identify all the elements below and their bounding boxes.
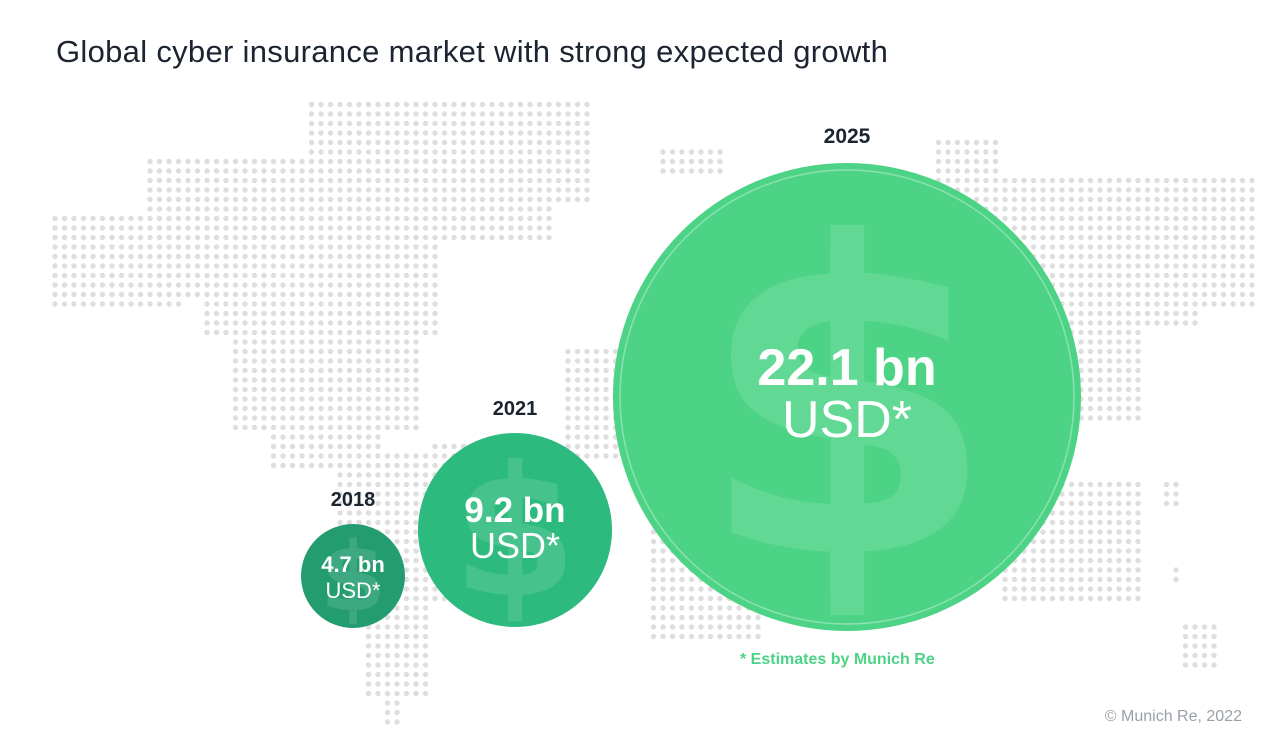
bubble-circle <box>613 163 1081 631</box>
value-label: 22.1 bn <box>757 339 936 397</box>
bubble-circle <box>418 433 612 627</box>
year-label: 2021 <box>493 398 538 420</box>
chart-title: Global cyber insurance market with stron… <box>56 34 889 69</box>
bubble-ring <box>619 169 1075 625</box>
value-label: 9.2 bn <box>464 491 565 530</box>
year-label: 2018 <box>331 489 376 511</box>
dollar-sign-icon: $ <box>697 154 996 654</box>
footnote: * Estimates by Munich Re <box>740 651 935 668</box>
value-label: 4.7 bn <box>321 552 385 577</box>
bubble-circle <box>301 524 405 628</box>
dollar-sign-icon: $ <box>452 429 577 638</box>
dollar-sign-icon: $ <box>320 523 386 633</box>
year-label: 2025 <box>824 125 871 148</box>
unit-label: USD* <box>782 391 912 449</box>
copyright: © Munich Re, 2022 <box>1104 708 1242 725</box>
unit-label: USD* <box>325 578 380 603</box>
unit-label: USD* <box>470 525 560 566</box>
